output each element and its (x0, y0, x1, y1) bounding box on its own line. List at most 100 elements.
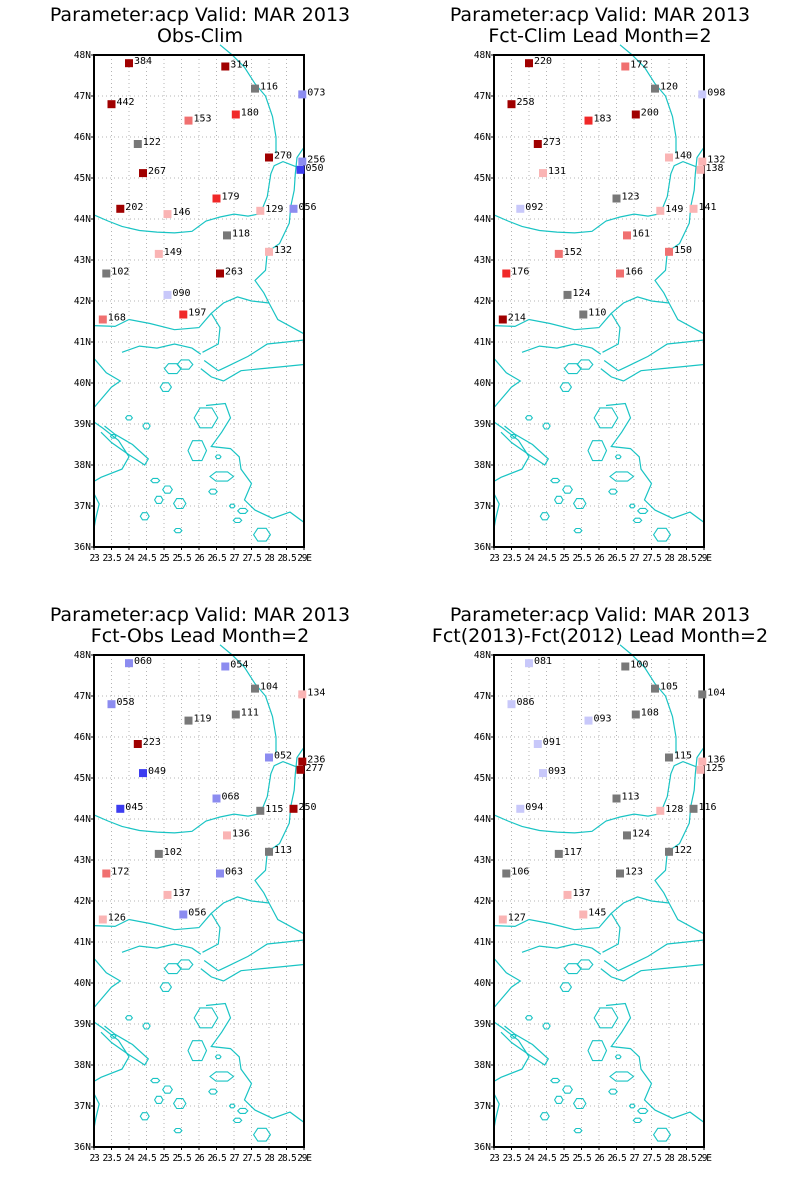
station-marker: 146 (163, 207, 191, 219)
lon-tick-label: 28 (264, 1153, 275, 1164)
island (587, 440, 608, 462)
station-value-label: 214 (508, 313, 526, 324)
station-square (507, 100, 516, 109)
station-value-label: 113 (274, 845, 292, 856)
station-marker: 141 (689, 202, 717, 213)
station-square (216, 269, 224, 278)
island (209, 1071, 235, 1082)
lat-tick-label: 48N (74, 650, 91, 661)
station-marker: 179 (212, 192, 240, 203)
island (193, 1007, 219, 1029)
island (139, 1112, 150, 1121)
station-square (539, 169, 547, 178)
lon-tick-label: 24.5 (537, 553, 556, 564)
station-marker: 116 (251, 82, 278, 93)
station-marker: 058 (107, 697, 135, 709)
station-marker: 113 (265, 845, 292, 856)
lat-tick-label: 36N (474, 1142, 491, 1153)
coastline (600, 963, 705, 982)
station-marker: 054 (221, 660, 248, 671)
coastline (93, 312, 212, 331)
island (176, 959, 194, 970)
island (153, 1095, 164, 1104)
station-value-label: 149 (164, 247, 182, 258)
station-square (265, 847, 273, 856)
station-square (631, 710, 640, 719)
lon-tick-label: 25 (559, 1153, 569, 1164)
island (153, 495, 164, 504)
lat-tick-label: 38N (474, 460, 491, 471)
station-value-label: 132 (274, 245, 292, 256)
station-square (516, 804, 525, 813)
station-value-label: 258 (517, 97, 535, 108)
station-square (265, 153, 273, 162)
island (159, 382, 173, 392)
lat-tick-label: 41N (474, 937, 491, 948)
island (509, 433, 517, 439)
station-value-label: 081 (534, 656, 552, 667)
station-square (139, 769, 147, 778)
coastline (605, 1002, 705, 1123)
station-value-label: 223 (143, 737, 161, 748)
station-square (223, 231, 231, 240)
lat-tick-label: 37N (474, 1101, 491, 1112)
station-marker: 270 (265, 151, 292, 162)
station-value-label: 124 (632, 828, 650, 839)
station-value-label: 183 (594, 114, 612, 125)
lat-tick-label: 47N (474, 91, 491, 102)
station-value-label: 100 (630, 660, 648, 671)
island (573, 1127, 583, 1134)
station-value-label: 094 (525, 802, 543, 813)
island (214, 454, 222, 460)
station-square (579, 910, 588, 919)
coastline (493, 160, 705, 234)
station-value-label: 314 (230, 60, 248, 71)
lon-tick-label: 28.5 (277, 1153, 296, 1164)
station-marker: 161 (623, 228, 650, 240)
lon-tick-label: 23.5 (502, 1153, 521, 1164)
lon-tick-label: 25 (159, 553, 169, 564)
station-value-label: 146 (173, 207, 191, 218)
station-marker: 102 (154, 847, 182, 858)
island (553, 495, 564, 504)
lon-tick-label: 26 (594, 553, 605, 564)
lon-tick-label: 26.5 (607, 553, 626, 564)
station-square (289, 204, 298, 213)
station-square (502, 869, 511, 878)
station-marker: 197 (179, 308, 206, 319)
lon-tick-label: 25.5 (572, 1153, 591, 1164)
panel-subtitle: Fct-Obs Lead Month=2 (90, 625, 310, 647)
coastline (203, 939, 305, 972)
station-square (539, 769, 547, 778)
station-marker: 180 (231, 108, 259, 119)
lon-tick-label: 28.5 (677, 1153, 696, 1164)
station-marker: 129 (256, 204, 283, 215)
station-marker: 102 (102, 267, 129, 278)
station-square (251, 684, 259, 693)
lat-tick-label: 46N (74, 132, 91, 143)
lat-tick-label: 39N (474, 419, 491, 430)
coastline (493, 958, 522, 1008)
station-marker: 091 (533, 737, 561, 748)
lon-tick-label: 26 (194, 553, 205, 564)
station-square (616, 269, 624, 278)
station-value-label: 153 (194, 114, 212, 125)
station-square (223, 831, 231, 840)
lon-tick-label: 29E (297, 1153, 312, 1164)
lon-tick-label: 24 (524, 553, 535, 564)
coastline (602, 312, 621, 353)
lat-tick-label: 42N (74, 296, 91, 307)
coastline (93, 160, 305, 234)
station-marker: 256 (298, 155, 325, 166)
station-value-label: 108 (641, 708, 659, 719)
station-square (298, 690, 307, 699)
coastlines (93, 44, 305, 542)
coastline (493, 312, 612, 331)
station-marker: 063 (216, 867, 243, 878)
coastline (493, 358, 522, 408)
station-value-label: 049 (148, 766, 166, 777)
station-square (184, 116, 193, 125)
coastline (205, 402, 305, 523)
island (142, 1022, 151, 1030)
station-square (498, 915, 507, 924)
